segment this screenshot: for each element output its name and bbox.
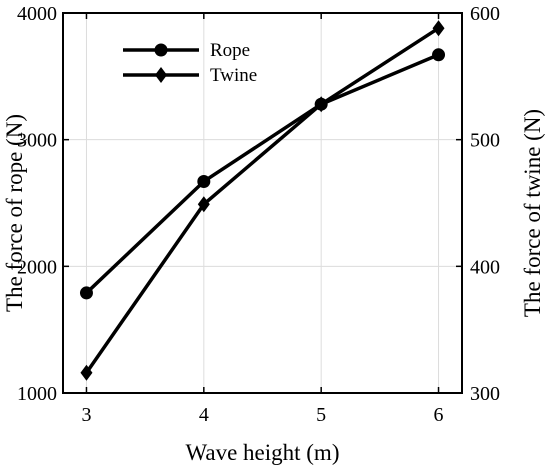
twine-point [315, 96, 328, 113]
legend-marker [155, 67, 167, 83]
series-rope [79, 48, 446, 300]
y-axis-right-title: The force of twine (N) [520, 109, 545, 317]
x-axis-title: Wave height (m) [186, 440, 340, 465]
legend-label: Rope [210, 40, 250, 61]
plot-frame [62, 12, 463, 394]
legend-label: Twine [210, 65, 257, 86]
twine-point [197, 196, 210, 213]
x-tick-label: 3 [81, 404, 91, 426]
x-tick-label: 6 [434, 404, 444, 426]
legend-item-rope: Rope [123, 40, 250, 61]
rope-point [197, 174, 211, 188]
y-right-tick-label: 600 [470, 3, 500, 25]
y-left-tick-label: 4000 [17, 3, 57, 25]
rope-point [79, 286, 93, 300]
y-axis-left-title: The force of rope (N) [2, 114, 27, 312]
tick-layer: 3 4 5 6 1000 2000 3000 4000 300 400 500 600 [17, 3, 500, 426]
y-right-tick-label: 400 [470, 256, 500, 278]
y-right-tick-label: 300 [470, 383, 500, 405]
y-left-tick-label: 3000 [17, 130, 57, 152]
twine-point [80, 364, 93, 381]
legend-marker [154, 43, 168, 57]
y-left-tick-label: 1000 [17, 383, 57, 405]
rope-line [85, 53, 440, 295]
twine-point [432, 20, 445, 37]
legend-item-twine: Twine [123, 65, 257, 86]
legend: Rope Twine [123, 40, 257, 86]
y-left-tick-label: 2000 [17, 256, 57, 278]
y-right-tick-label: 500 [470, 130, 500, 152]
twine-line [85, 26, 440, 374]
rope-point [432, 48, 446, 62]
x-tick-label: 5 [316, 404, 326, 426]
series-twine [80, 20, 445, 381]
x-tick-label: 4 [199, 404, 209, 426]
series-layer [79, 20, 446, 381]
